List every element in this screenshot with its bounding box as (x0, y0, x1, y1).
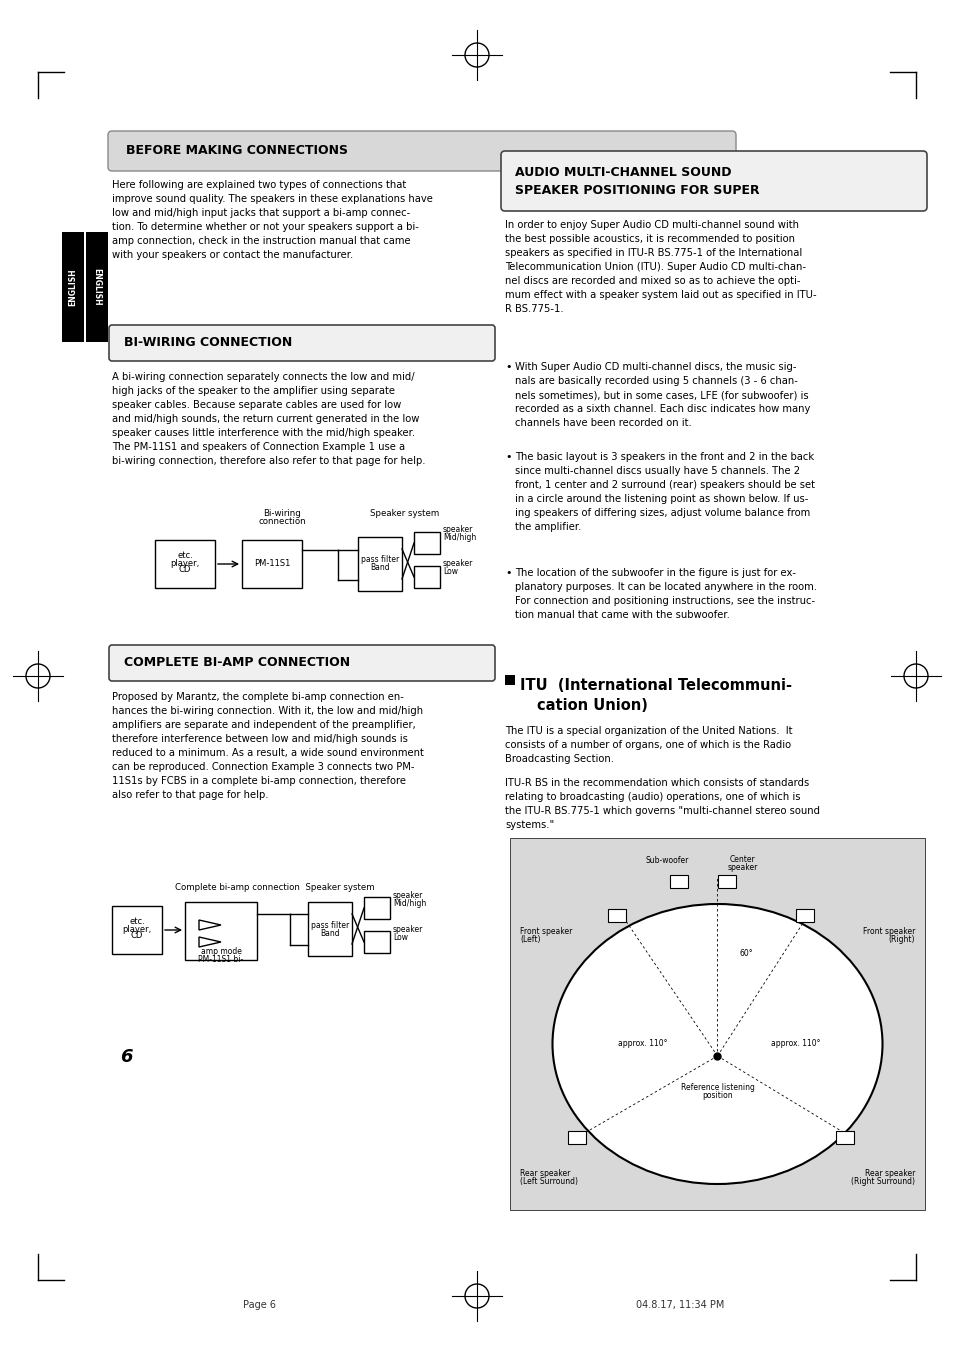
FancyBboxPatch shape (108, 131, 735, 172)
Text: etc.: etc. (177, 551, 193, 561)
Text: A bi-wiring connection separately connects the low and mid/
high jacks of the sp: A bi-wiring connection separately connec… (112, 372, 425, 466)
Bar (357, 536, 401, 590)
Text: cation Union): cation Union) (537, 698, 647, 713)
Text: BI-WIRING CONNECTION: BI-WIRING CONNECTION (124, 336, 292, 350)
Bar (568, 1131, 586, 1144)
Text: The basic layout is 3 speakers in the front and 2 in the back
since multi-channe: The basic layout is 3 speakers in the fr… (515, 453, 814, 532)
Bar (836, 1131, 854, 1144)
Text: player,: player, (122, 924, 152, 934)
Text: 60°: 60° (739, 948, 752, 958)
Bar (185, 902, 256, 961)
Text: •: • (504, 567, 511, 578)
Text: 6: 6 (120, 1048, 132, 1066)
Text: Mid/high: Mid/high (393, 898, 426, 908)
Text: SPEAKER POSITIONING FOR SUPER: SPEAKER POSITIONING FOR SUPER (515, 184, 759, 196)
FancyBboxPatch shape (109, 644, 495, 681)
Text: PM-11S1 bi-: PM-11S1 bi- (198, 955, 243, 965)
Text: etc.: etc. (129, 917, 145, 927)
Bar (414, 566, 439, 588)
Text: Low: Low (393, 932, 408, 942)
Text: The location of the subwoofer in the figure is just for ex-
planatory purposes. : The location of the subwoofer in the fig… (515, 567, 816, 620)
Text: Rear speaker: Rear speaker (863, 1169, 914, 1178)
Bar (364, 931, 390, 952)
Text: approx. 110°: approx. 110° (770, 1039, 820, 1048)
Text: Reference listening: Reference listening (679, 1084, 754, 1092)
Text: Sub-woofer: Sub-woofer (645, 857, 688, 865)
Text: speaker: speaker (393, 924, 423, 934)
Text: •: • (504, 362, 511, 372)
Text: Proposed by Marantz, the complete bi-amp connection en-
hances the bi-wiring con: Proposed by Marantz, the complete bi-amp… (112, 692, 423, 800)
Text: PM-11S1: PM-11S1 (253, 559, 290, 569)
Text: ITU-R BS in the recommendation which consists of standards
relating to broadcast: ITU-R BS in the recommendation which con… (504, 778, 820, 830)
Text: (Left): (Left) (519, 935, 540, 944)
Bar (414, 532, 439, 554)
Text: Complete bi-amp connection  Speaker system: Complete bi-amp connection Speaker syste… (174, 884, 375, 892)
Text: pass filter: pass filter (360, 555, 398, 565)
Text: speaker: speaker (393, 890, 423, 900)
Polygon shape (199, 920, 221, 929)
Text: CD: CD (178, 566, 191, 574)
Text: BEFORE MAKING CONNECTIONS: BEFORE MAKING CONNECTIONS (126, 145, 348, 158)
Text: Front speaker: Front speaker (519, 927, 572, 936)
Text: AUDIO MULTI-CHANNEL SOUND: AUDIO MULTI-CHANNEL SOUND (515, 166, 731, 178)
Bar (308, 902, 352, 957)
Text: COMPLETE BI-AMP CONNECTION: COMPLETE BI-AMP CONNECTION (124, 657, 350, 670)
FancyBboxPatch shape (62, 232, 84, 342)
Bar (796, 909, 814, 921)
Text: player,: player, (171, 558, 199, 567)
Text: (Right): (Right) (887, 935, 914, 944)
Text: 04.8.17, 11:34 PM: 04.8.17, 11:34 PM (635, 1300, 723, 1310)
Text: ENGLISH: ENGLISH (69, 269, 77, 305)
Text: The ITU is a special organization of the United Nations.  It
consists of a numbe: The ITU is a special organization of the… (504, 725, 792, 765)
Text: Mid/high: Mid/high (442, 534, 476, 543)
FancyBboxPatch shape (500, 151, 926, 211)
Text: Front speaker: Front speaker (862, 927, 914, 936)
Text: speaker: speaker (726, 863, 757, 871)
Text: Here following are explained two types of connections that
improve sound quality: Here following are explained two types o… (112, 180, 433, 259)
Text: pass filter: pass filter (311, 920, 349, 929)
Bar (154, 540, 214, 588)
FancyBboxPatch shape (109, 326, 495, 361)
FancyBboxPatch shape (86, 232, 108, 342)
Text: Bi-wiring: Bi-wiring (263, 509, 300, 517)
Bar (112, 907, 162, 954)
Text: Low: Low (442, 567, 457, 577)
Text: Center: Center (729, 855, 755, 865)
Polygon shape (199, 938, 221, 947)
Text: (Left Surround): (Left Surround) (519, 1177, 578, 1186)
Text: CD: CD (131, 931, 143, 940)
Bar (670, 875, 688, 888)
Text: (Right Surround): (Right Surround) (850, 1177, 914, 1186)
Text: With Super Audio CD multi-channel discs, the music sig-
nals are basically recor: With Super Audio CD multi-channel discs,… (515, 362, 809, 428)
Text: ITU  (International Telecommuni-: ITU (International Telecommuni- (519, 678, 791, 693)
Bar (510, 838, 924, 1210)
Text: Page 6: Page 6 (243, 1300, 276, 1310)
Text: Band: Band (320, 928, 339, 938)
Text: Rear speaker: Rear speaker (519, 1169, 570, 1178)
Bar (718, 875, 736, 888)
Text: speaker: speaker (442, 559, 473, 569)
Text: approx. 110°: approx. 110° (618, 1039, 666, 1048)
Bar (242, 540, 302, 588)
Bar (504, 676, 515, 685)
Text: speaker: speaker (442, 526, 473, 535)
Bar (364, 897, 390, 919)
Text: connection: connection (258, 517, 306, 526)
Bar (608, 909, 626, 921)
Text: Band: Band (370, 563, 390, 573)
Ellipse shape (552, 904, 882, 1183)
Text: ENGLISH: ENGLISH (92, 269, 101, 305)
Text: •: • (504, 453, 511, 462)
Text: In order to enjoy Super Audio CD multi-channel sound with
the best possible acou: In order to enjoy Super Audio CD multi-c… (504, 220, 816, 313)
Text: amp mode: amp mode (200, 947, 241, 957)
Text: position: position (701, 1092, 732, 1100)
Text: Speaker system: Speaker system (370, 509, 438, 517)
